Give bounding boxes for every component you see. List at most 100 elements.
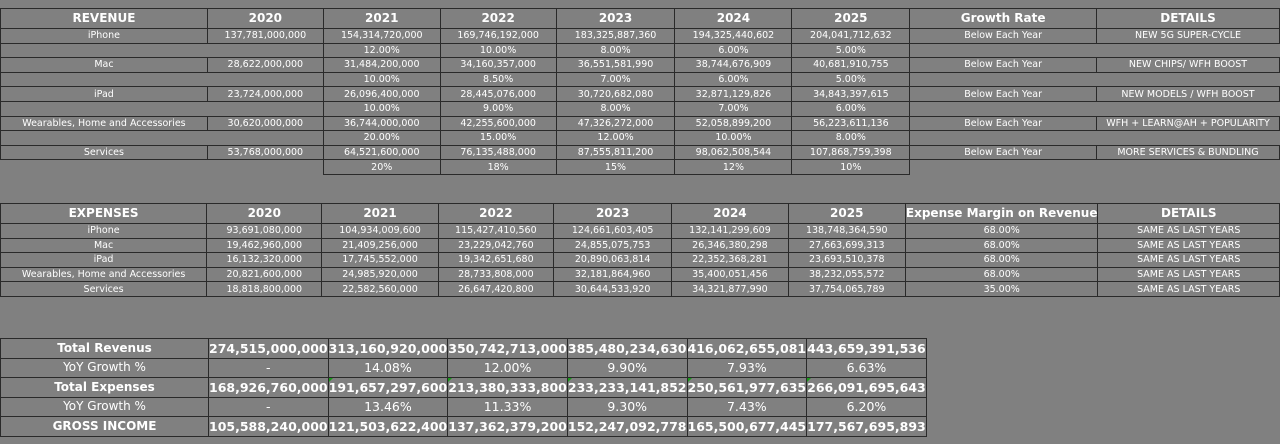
value-cell[interactable]: 28,445,076,000 bbox=[439, 86, 557, 102]
segment-cell[interactable]: Mac bbox=[0, 237, 208, 254]
value-cell[interactable]: 30,644,533,920 bbox=[553, 281, 673, 297]
total-value-cell[interactable]: 213,380,333,800 bbox=[447, 377, 568, 398]
header-cell[interactable]: 2024 bbox=[671, 203, 789, 224]
total-value-cell[interactable]: 14.08% bbox=[327, 357, 449, 378]
blank-cell[interactable] bbox=[0, 101, 324, 117]
header-cell[interactable]: 2024 bbox=[674, 8, 793, 29]
value-cell[interactable]: 40,681,910,755 bbox=[791, 57, 911, 73]
total-value-cell[interactable]: 313,160,920,000 bbox=[327, 338, 449, 359]
segment-cell[interactable]: Wearables, Home and Accessories bbox=[0, 266, 208, 283]
growth-percent-cell[interactable]: 12.00% bbox=[555, 130, 676, 146]
total-value-cell[interactable]: 266,091,695,643 bbox=[806, 377, 927, 398]
value-cell[interactable]: 19,462,960,000 bbox=[206, 237, 323, 254]
growth-percent-cell[interactable]: 10.00% bbox=[322, 71, 441, 88]
value-cell[interactable]: 169,746,192,000 bbox=[439, 28, 557, 44]
value-cell[interactable]: 107,868,759,398 bbox=[791, 144, 911, 161]
details-cell[interactable]: SAME AS LAST YEARS bbox=[1097, 252, 1280, 268]
value-cell[interactable]: 138,748,364,590 bbox=[787, 223, 906, 239]
growth-percent-cell[interactable]: 12.00% bbox=[322, 42, 441, 59]
value-cell[interactable]: 154,314,720,000 bbox=[322, 28, 441, 44]
total-value-cell[interactable]: 168,926,760,000 bbox=[208, 377, 329, 398]
total-value-cell[interactable]: 7.43% bbox=[686, 396, 808, 417]
value-cell[interactable]: 17,745,552,000 bbox=[321, 252, 439, 268]
margin-cell[interactable]: 68.00% bbox=[904, 237, 1099, 254]
value-cell[interactable]: 52,058,899,200 bbox=[674, 115, 793, 132]
total-value-cell[interactable]: 6.20% bbox=[806, 396, 927, 417]
value-cell[interactable]: 26,647,420,800 bbox=[437, 281, 555, 297]
header-cell[interactable]: EXPENSES bbox=[0, 203, 208, 224]
total-value-cell[interactable]: 385,480,234,630 bbox=[566, 338, 688, 359]
blank-cell[interactable] bbox=[1, 160, 324, 175]
blank-cell[interactable] bbox=[910, 131, 1097, 146]
blank-cell[interactable] bbox=[1097, 160, 1280, 175]
details-cell[interactable]: MORE SERVICES & BUNDLING bbox=[1096, 144, 1280, 161]
growth-rate-cell[interactable]: Below Each Year bbox=[909, 115, 1097, 132]
growth-percent-cell[interactable]: 9.00% bbox=[439, 100, 557, 117]
value-cell[interactable]: 36,551,581,990 bbox=[555, 57, 676, 73]
growth-percent-cell[interactable]: 7.00% bbox=[674, 100, 793, 117]
growth-percent-cell[interactable]: 15% bbox=[555, 159, 676, 175]
segment-cell[interactable]: iPhone bbox=[0, 223, 208, 239]
growth-percent-cell[interactable]: 10% bbox=[791, 159, 911, 175]
header-cell[interactable]: Expense Margin on Revenue bbox=[904, 203, 1099, 224]
details-cell[interactable]: SAME AS LAST YEARS bbox=[1097, 266, 1280, 283]
value-cell[interactable]: 38,744,676,909 bbox=[674, 57, 793, 73]
total-value-cell[interactable]: 191,657,297,600 bbox=[327, 377, 449, 398]
value-cell[interactable]: 22,352,368,281 bbox=[671, 252, 789, 268]
growth-percent-cell[interactable]: 20.00% bbox=[322, 130, 441, 146]
value-cell[interactable]: 76,135,488,000 bbox=[439, 144, 557, 161]
value-cell[interactable]: 21,409,256,000 bbox=[321, 237, 439, 254]
header-cell[interactable]: 2022 bbox=[439, 8, 557, 29]
value-cell[interactable]: 34,843,397,615 bbox=[791, 86, 911, 102]
segment-cell[interactable]: Services bbox=[0, 281, 208, 297]
total-value-cell[interactable]: 165,500,677,445 bbox=[686, 416, 808, 437]
value-cell[interactable]: 137,781,000,000 bbox=[206, 28, 324, 44]
total-value-cell[interactable]: 13.46% bbox=[327, 396, 449, 417]
total-value-cell[interactable]: 233,233,141,852 bbox=[566, 377, 688, 398]
margin-cell[interactable]: 68.00% bbox=[904, 252, 1099, 268]
total-value-cell[interactable]: 274,515,000,000 bbox=[208, 338, 329, 359]
growth-percent-cell[interactable]: 10.00% bbox=[439, 42, 557, 59]
header-cell[interactable]: REVENUE bbox=[0, 8, 208, 29]
total-label-cell[interactable]: YoY Growth % bbox=[0, 396, 209, 417]
value-cell[interactable]: 32,871,129,826 bbox=[674, 86, 793, 102]
total-value-cell[interactable]: 443,659,391,536 bbox=[806, 338, 927, 359]
total-label-cell[interactable]: Total Revenus bbox=[0, 338, 209, 359]
blank-cell[interactable] bbox=[910, 72, 1097, 87]
value-cell[interactable]: 23,693,510,378 bbox=[787, 252, 906, 268]
segment-cell[interactable]: iPad bbox=[0, 86, 208, 102]
total-value-cell[interactable]: 105,588,240,000 bbox=[208, 416, 329, 437]
value-cell[interactable]: 20,890,063,814 bbox=[553, 252, 673, 268]
blank-cell[interactable] bbox=[910, 43, 1097, 58]
header-cell[interactable]: 2020 bbox=[206, 203, 323, 224]
value-cell[interactable]: 64,521,600,000 bbox=[322, 144, 441, 161]
total-value-cell[interactable]: 11.33% bbox=[447, 396, 568, 417]
segment-cell[interactable]: Mac bbox=[0, 57, 208, 73]
blank-cell[interactable] bbox=[0, 43, 324, 58]
total-value-cell[interactable]: 121,503,622,400 bbox=[327, 416, 449, 437]
total-value-cell[interactable]: - bbox=[208, 357, 329, 378]
growth-rate-cell[interactable]: Below Each Year bbox=[909, 57, 1097, 73]
value-cell[interactable]: 32,181,864,960 bbox=[553, 266, 673, 283]
segment-cell[interactable]: Wearables, Home and Accessories bbox=[0, 115, 208, 132]
value-cell[interactable]: 26,096,400,000 bbox=[322, 86, 441, 102]
details-cell[interactable]: SAME AS LAST YEARS bbox=[1097, 237, 1280, 254]
value-cell[interactable]: 98,062,508,544 bbox=[674, 144, 793, 161]
header-cell[interactable]: DETAILS bbox=[1097, 203, 1280, 224]
total-label-cell[interactable]: Total Expenses bbox=[0, 377, 209, 398]
growth-percent-cell[interactable]: 15.00% bbox=[439, 130, 557, 146]
growth-percent-cell[interactable]: 18% bbox=[439, 159, 557, 175]
value-cell[interactable]: 31,484,200,000 bbox=[322, 57, 441, 73]
value-cell[interactable]: 27,663,699,313 bbox=[787, 237, 906, 254]
growth-rate-cell[interactable]: Below Each Year bbox=[909, 28, 1097, 44]
value-cell[interactable]: 53,768,000,000 bbox=[206, 144, 324, 161]
total-value-cell[interactable]: 9.90% bbox=[566, 357, 688, 378]
value-cell[interactable]: 20,821,600,000 bbox=[206, 266, 323, 283]
value-cell[interactable]: 183,325,887,360 bbox=[555, 28, 676, 44]
value-cell[interactable]: 34,160,357,000 bbox=[439, 57, 557, 73]
growth-percent-cell[interactable]: 8.50% bbox=[439, 71, 557, 88]
value-cell[interactable]: 124,661,603,405 bbox=[553, 223, 673, 239]
value-cell[interactable]: 24,985,920,000 bbox=[321, 266, 439, 283]
header-cell[interactable]: 2025 bbox=[787, 203, 906, 224]
growth-rate-cell[interactable]: Below Each Year bbox=[909, 144, 1097, 161]
